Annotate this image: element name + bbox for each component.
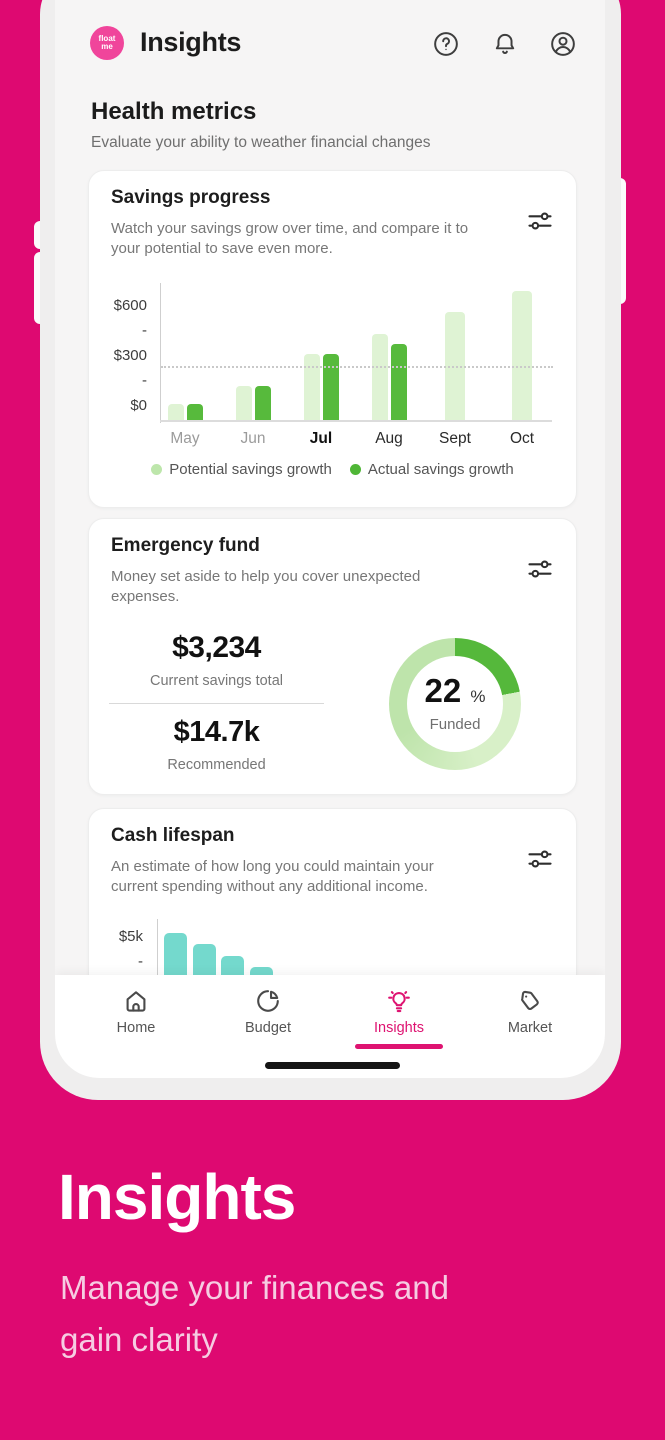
- y-axis-line: [157, 919, 158, 1004]
- savings-bar-chart: [161, 286, 553, 420]
- section-title: Health metrics: [91, 98, 257, 125]
- recommended-label: Recommended: [167, 757, 266, 773]
- card-description: An estimate of how long you could mainta…: [111, 858, 434, 895]
- bar: [372, 334, 388, 420]
- home-indicator[interactable]: [265, 1062, 400, 1069]
- card-description: Money set aside to help you cover unexpe…: [111, 568, 421, 605]
- card-title: Savings progress: [111, 187, 271, 208]
- y-axis-labels: $5k -: [95, 921, 147, 1001]
- section-subtitle: Evaluate your ability to weather financi…: [91, 134, 431, 151]
- bar: [168, 404, 184, 420]
- filter-settings-icon[interactable]: [526, 207, 554, 235]
- legend-item-potential: Potential savings growth: [151, 461, 332, 478]
- x-tick-label: May: [170, 430, 200, 447]
- nav-item-budget[interactable]: Budget: [223, 987, 313, 1036]
- x-tick-label: Sept: [439, 430, 471, 447]
- savings-progress-card: Savings progress Watch your savings grow…: [88, 170, 577, 508]
- y-tick-label: -: [142, 322, 147, 339]
- reference-line: [161, 366, 553, 368]
- footer-subtitle: Manage your finances and gain clarity: [60, 1269, 449, 1358]
- y-axis-labels: $600 - $300 - $0: [99, 286, 153, 420]
- fund-totals: $3,234 Current savings total $14.7k Reco…: [109, 631, 324, 773]
- card-title: Emergency fund: [111, 535, 260, 556]
- bottom-navbar: Home Budget Insights: [55, 975, 605, 1078]
- account-icon[interactable]: [549, 30, 577, 58]
- logo-text-2: me: [101, 42, 113, 51]
- x-tick-label: Jul: [309, 430, 333, 447]
- emergency-fund-card: Emergency fund Money set aside to help y…: [88, 518, 577, 795]
- funded-donut-chart: 22 % Funded: [389, 638, 521, 770]
- y-tick-label: $5k: [118, 928, 143, 945]
- floatme-logo: float me: [90, 26, 124, 60]
- current-savings-value: $3,234: [172, 631, 261, 664]
- active-tab-underline: [355, 1044, 443, 1049]
- card-title: Cash lifespan: [111, 825, 235, 846]
- bar: [512, 291, 532, 420]
- phone-screen: float me Insights: [55, 0, 605, 1078]
- funded-percentage: 22 %: [424, 671, 486, 709]
- y-tick-label: $600: [113, 297, 147, 314]
- filter-settings-icon[interactable]: [526, 555, 554, 583]
- x-tick-label: Oct: [509, 430, 535, 447]
- y-tick-label: -: [138, 953, 143, 970]
- legend-item-actual: Actual savings growth: [349, 461, 514, 478]
- funded-label: Funded: [429, 715, 481, 733]
- nav-item-market[interactable]: Market: [485, 987, 575, 1036]
- home-icon: [126, 991, 146, 1012]
- legend-dot-potential: [151, 464, 163, 475]
- card-description: Watch your savings grow over time, and c…: [111, 220, 469, 257]
- y-axis-line: [160, 283, 161, 423]
- insights-bulb-icon: [388, 991, 410, 1013]
- bar: [187, 404, 203, 420]
- help-icon[interactable]: [432, 30, 460, 58]
- x-axis-line: [160, 420, 552, 422]
- chart-legend: Potential savings growth Actual savings …: [89, 461, 576, 478]
- bar: [255, 386, 271, 420]
- y-tick-label: $300: [113, 347, 147, 364]
- legend-dot-actual: [349, 464, 361, 475]
- recommended-value: $14.7k: [173, 716, 260, 748]
- bar: [323, 354, 339, 420]
- logo-text-1: float: [98, 34, 116, 43]
- bar: [236, 386, 252, 420]
- divider: [109, 703, 324, 704]
- current-savings-label: Current savings total: [150, 673, 283, 689]
- y-tick-label: -: [142, 372, 147, 389]
- nav-item-insights[interactable]: Insights: [354, 987, 444, 1036]
- donut-center: 22 % Funded: [407, 656, 503, 752]
- bar: [445, 311, 465, 420]
- y-tick-label: $0: [130, 397, 147, 414]
- nav-item-home[interactable]: Home: [91, 987, 181, 1036]
- filter-settings-icon[interactable]: [526, 845, 554, 873]
- x-axis-labels: May Jun Jul Aug Sept Oct: [161, 430, 553, 450]
- budget-pie-icon: [257, 990, 279, 1012]
- app-header: float me Insights: [55, 0, 605, 78]
- footer-title: Insights: [58, 1161, 296, 1233]
- x-tick-label: Aug: [375, 430, 403, 447]
- market-tag-icon: [521, 990, 539, 1010]
- notifications-bell-icon[interactable]: [491, 30, 519, 58]
- x-tick-label: Jun: [240, 430, 266, 447]
- bar: [391, 343, 407, 420]
- bar: [304, 354, 320, 420]
- page-title: Insights: [140, 27, 242, 57]
